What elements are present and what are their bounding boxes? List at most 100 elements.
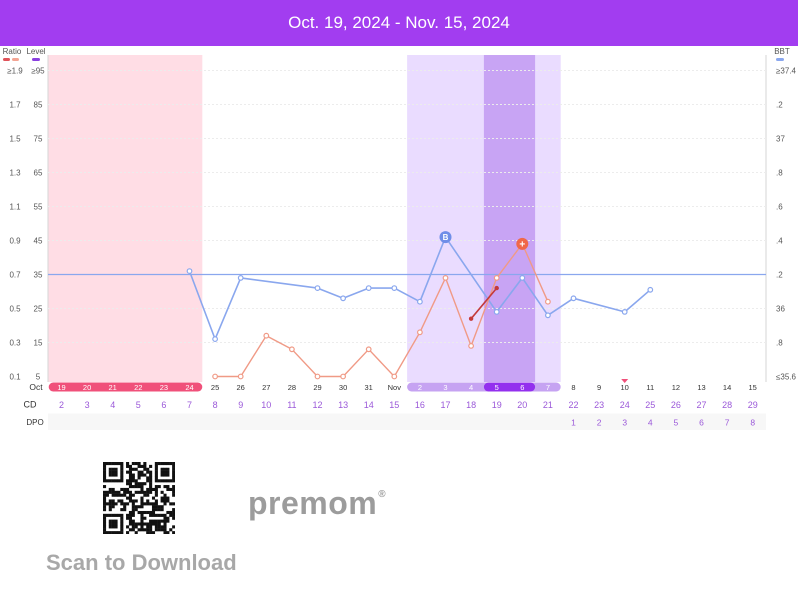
level-tick-label: 45 — [34, 237, 43, 246]
ratio-data-point — [314, 373, 321, 380]
dpo-value: 6 — [699, 418, 704, 428]
ratio-data-point — [340, 373, 347, 380]
ratio-tick-label: ≥1.9 — [7, 67, 23, 76]
date-label: 6 — [520, 383, 524, 392]
ratio-peak-marker — [516, 237, 529, 250]
ratio-tick-label: 0.3 — [9, 339, 21, 348]
cd-value: 9 — [238, 400, 243, 410]
cd-value: 15 — [389, 400, 399, 410]
date-range-banner: Oct. 19, 2024 - Nov. 15, 2024 — [0, 0, 798, 46]
date-label: 9 — [597, 383, 601, 392]
bbt-data-point — [621, 309, 628, 315]
dpo-value: 2 — [597, 418, 602, 428]
bbt-data-point — [570, 295, 577, 302]
date-label: 23 — [160, 383, 168, 392]
cd-value: 28 — [722, 400, 732, 410]
level-tick-label: 25 — [34, 305, 43, 314]
date-label: 28 — [288, 383, 296, 392]
level-tick-label: ≥95 — [31, 67, 45, 76]
bbt-data-point — [493, 309, 500, 315]
bbt-tick-label: .8 — [776, 339, 783, 348]
bbt-data-point — [314, 285, 321, 292]
ratio-data-point — [289, 346, 295, 353]
bbt-axis-label: BBT — [774, 47, 790, 56]
cd-value: 19 — [492, 400, 502, 410]
premom-logo: premom® — [248, 485, 387, 521]
bbt-tick-label: .6 — [776, 203, 783, 212]
month-label-oct: Oct — [29, 382, 43, 392]
ratio-tick-label: 0.7 — [9, 271, 21, 280]
dpo-value: 1 — [571, 418, 576, 428]
cd-value: 18 — [466, 400, 476, 410]
date-label: 5 — [495, 383, 499, 392]
bbt-data-point — [519, 274, 526, 281]
bbt-data-point — [237, 274, 244, 281]
level-tick-label: 5 — [36, 373, 41, 382]
cd-value: 7 — [187, 400, 192, 410]
dpo-row-label: DPO — [26, 418, 43, 427]
cd-value: 26 — [671, 400, 681, 410]
date-label: 31 — [365, 383, 373, 392]
cd-value: 17 — [440, 400, 450, 410]
bbt-data-point — [212, 336, 219, 343]
cd-value: 20 — [517, 400, 527, 410]
level-tick-label: 35 — [34, 271, 43, 280]
ratio-tick-label: 0.1 — [9, 373, 21, 382]
cd-value: 3 — [85, 400, 90, 410]
cd-value: 8 — [213, 400, 218, 410]
cd-value: 2 — [59, 400, 64, 410]
date-label: 22 — [134, 383, 142, 392]
cd-value: 23 — [594, 400, 604, 410]
date-label: 20 — [83, 383, 91, 392]
cd-value: 10 — [261, 400, 271, 410]
ratio-data-point — [545, 298, 551, 305]
ratio-tick-label: 0.9 — [9, 237, 21, 246]
ratio-data-point — [468, 343, 475, 349]
bbt-data-point — [340, 295, 347, 302]
bbt-data-point — [391, 285, 398, 292]
date-label: 29 — [313, 383, 321, 392]
ratio-data-point — [417, 329, 423, 336]
level-tick-label: 15 — [34, 339, 43, 348]
bbt-tick-label: 37 — [776, 135, 785, 144]
cd-value: 6 — [161, 400, 166, 410]
period-band — [48, 55, 203, 382]
bbt-tick-label: ≥37.4 — [776, 67, 797, 76]
fertility-chart: ≥1.9 ≥95 ≥37.41.7 85.21.5 75 371.3 65.81.1 55.6… — [3, 47, 797, 430]
date-label: 26 — [237, 383, 245, 392]
ratio-tick-label: 1.7 — [9, 101, 21, 110]
date-label: 14 — [723, 383, 731, 392]
bbt-peak-marker — [439, 231, 452, 244]
cd-value: 4 — [110, 400, 115, 410]
bbt-data-point — [365, 285, 372, 292]
ratio-data-point — [493, 274, 500, 281]
cd-value: 5 — [136, 400, 141, 410]
level-data-point — [468, 316, 474, 321]
ratio-series-line — [215, 243, 549, 378]
bbt-tick-label: ≤35.6 — [776, 373, 797, 382]
date-label: 27 — [262, 383, 270, 392]
dpo-value: 5 — [674, 418, 679, 428]
dpo-value: 3 — [622, 418, 627, 428]
bbt-data-point — [186, 268, 193, 275]
bbt-data-point — [417, 298, 423, 305]
date-label: 21 — [109, 383, 117, 392]
level-axis-label: Level — [26, 47, 45, 56]
level-data-point — [494, 285, 499, 291]
level-tick-label: 75 — [34, 135, 43, 144]
cd-value: 24 — [620, 400, 630, 410]
level-series-line — [470, 287, 498, 320]
cd-value: 12 — [312, 400, 322, 410]
date-label: Nov — [388, 383, 402, 392]
date-label: 24 — [185, 383, 193, 392]
date-label: 15 — [749, 383, 757, 392]
date-label: 13 — [697, 383, 705, 392]
cd-value: 14 — [364, 400, 374, 410]
ratio-data-point — [263, 332, 270, 339]
ratio-data-point — [212, 373, 219, 380]
level-tick-label: 65 — [34, 169, 43, 178]
ratio-tick-label: 0.5 — [9, 305, 21, 314]
cd-value: 25 — [645, 400, 655, 410]
ratio-tick-label: 1.5 — [9, 135, 21, 144]
ratio-tick-label: 1.3 — [9, 169, 21, 178]
